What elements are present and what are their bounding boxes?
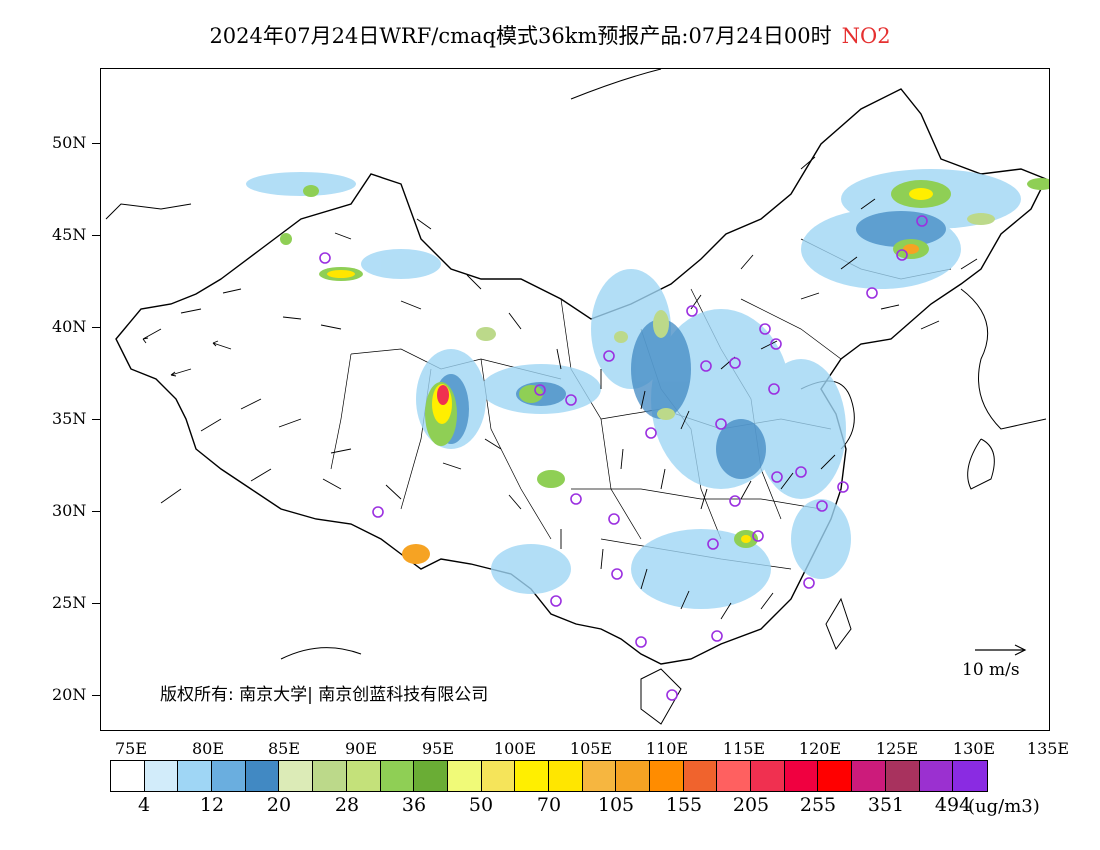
lon-label-100e: 100E (493, 739, 537, 758)
lat-tick (92, 143, 100, 144)
lon-label-110e: 110E (645, 739, 689, 758)
colorbar-cell (885, 761, 920, 791)
colorbar-cell (818, 761, 853, 791)
lat-tick (92, 695, 100, 696)
lat-tick (92, 511, 100, 512)
colorbar-cell (919, 761, 954, 791)
colorbar-label: 255 (799, 794, 837, 816)
colorbar-label: 36 (401, 794, 427, 816)
title-text: 2024年07月24日WRF/cmaq模式36km预报产品:07月24日00时 (209, 24, 832, 48)
colorbar-cell (650, 761, 684, 791)
lat-label-50n: 50N (52, 133, 87, 152)
colorbar-label: 70 (536, 794, 562, 816)
colorbar-cell (852, 761, 886, 791)
lat-label-40n: 40N (52, 317, 87, 336)
colorbar-cell (683, 761, 718, 791)
lat-tick (92, 419, 100, 420)
colorbar-label: 4 (137, 794, 151, 816)
colorbar-label: 20 (266, 794, 292, 816)
colorbar-cell (245, 761, 280, 791)
colorbar-cell (313, 761, 347, 791)
colorbar-label: 351 (867, 794, 905, 816)
copyright-notice: 版权所有: 南京大学| 南京创蓝科技有限公司 (160, 685, 489, 705)
pollutant-label: NO2 (841, 24, 891, 48)
colorbar-unit: (ug/m3) (968, 796, 1040, 817)
colorbar-label: 50 (468, 794, 494, 816)
colorbar-label: 155 (665, 794, 703, 816)
wind-reference-arrow-icon (975, 644, 1027, 656)
lon-label-75e: 75E (114, 739, 148, 758)
colorbar-label: 12 (199, 794, 225, 816)
lat-label-25n: 25N (52, 593, 87, 612)
colorbar-cell (717, 761, 752, 791)
lat-label-35n: 35N (52, 409, 87, 428)
colorbar-cell (481, 761, 516, 791)
colorbar-cell (279, 761, 314, 791)
lat-label-45n: 45N (52, 225, 87, 244)
colorbar-cell (751, 761, 785, 791)
colorbar-cell (346, 761, 381, 791)
lon-label-120e: 120E (798, 739, 842, 758)
colorbar-label: 205 (732, 794, 770, 816)
colorbar-cell (111, 761, 145, 791)
colorbar-label: 105 (597, 794, 635, 816)
lat-tick (92, 603, 100, 604)
colorbar-cell (515, 761, 549, 791)
colorbar-cell (212, 761, 246, 791)
lon-label-105e: 105E (569, 739, 613, 758)
map-title: 2024年07月24日WRF/cmaq模式36km预报产品:07月24日00时 N… (0, 20, 1100, 50)
wind-reference-label: 10 m/s (962, 660, 1020, 680)
colorbar-cell (144, 761, 179, 791)
map-panel (100, 68, 1050, 731)
lon-label-135e: 135E (1026, 739, 1070, 758)
colorbar-cell (414, 761, 448, 791)
colorbar-cell (784, 761, 819, 791)
lat-tick (92, 327, 100, 328)
lon-label-130e: 130E (952, 739, 996, 758)
colorbar-label: 28 (334, 794, 360, 816)
lat-label-30n: 30N (52, 501, 87, 520)
lon-label-90e: 90E (344, 739, 378, 758)
colorbar (110, 760, 988, 792)
lat-tick (92, 235, 100, 236)
colorbar-cell (380, 761, 415, 791)
colorbar-cell (953, 761, 987, 791)
colorbar-cell (447, 761, 482, 791)
lon-label-125e: 125E (875, 739, 919, 758)
colorbar-cell (616, 761, 650, 791)
china-no2-map (105, 69, 1049, 725)
colorbar-cell (178, 761, 213, 791)
lon-label-95e: 95E (421, 739, 455, 758)
colorbar-cell (582, 761, 617, 791)
colorbar-cell (548, 761, 583, 791)
lon-label-80e: 80E (191, 739, 225, 758)
lon-label-85e: 85E (267, 739, 301, 758)
lat-label-20n: 20N (52, 685, 87, 704)
colorbar-label: 494 (934, 794, 972, 816)
lon-label-115e: 115E (722, 739, 766, 758)
